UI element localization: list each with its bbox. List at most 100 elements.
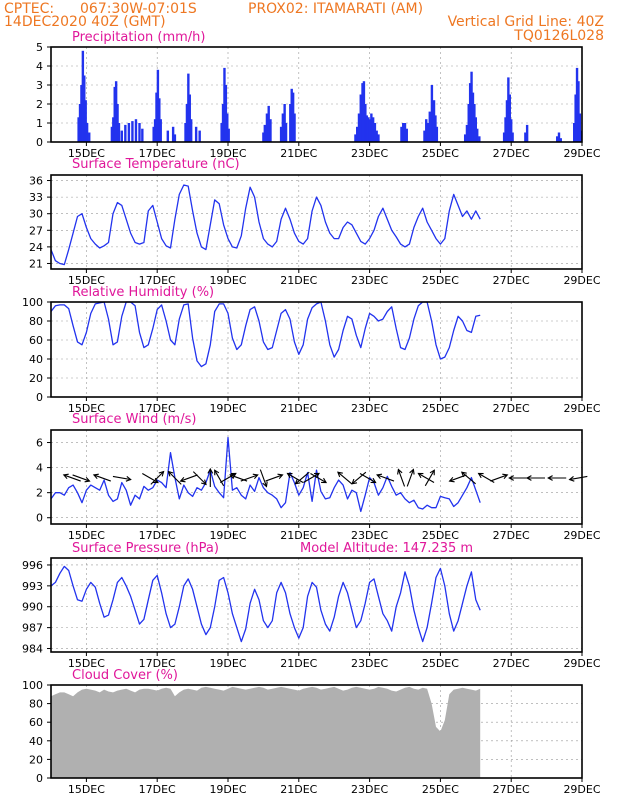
precip-bar xyxy=(155,92,158,142)
precip-bar xyxy=(574,94,577,142)
precip-bar xyxy=(188,94,191,142)
precip-bar xyxy=(502,132,506,142)
precip-bar xyxy=(223,67,226,142)
precip-bar xyxy=(511,132,514,142)
temp-xtick-label: 19DEC xyxy=(209,274,246,287)
precip-bar xyxy=(221,104,225,142)
wind-arrow xyxy=(477,472,495,483)
precip-bar xyxy=(377,134,380,142)
cloud-ytick-label: 0 xyxy=(36,772,43,785)
precip-bar xyxy=(426,123,430,142)
rh-ytick-label: 40 xyxy=(29,353,43,366)
wind-arrow xyxy=(112,475,132,482)
precip-bar xyxy=(434,115,437,142)
wind-xtick-label: 23DEC xyxy=(351,529,388,542)
wind-arrow xyxy=(376,473,395,482)
precip-bar xyxy=(362,81,366,142)
wind-arrow xyxy=(167,470,182,485)
wind-arrow-shaft xyxy=(180,474,198,482)
rh-frame xyxy=(50,301,583,398)
wind-arrow xyxy=(294,471,310,485)
wind-arrow xyxy=(448,474,467,483)
wind-ytick-label: 0 xyxy=(36,512,43,525)
wind-arrow-shaft xyxy=(351,471,367,485)
temp-ytick-label: 27 xyxy=(29,224,43,237)
wind-xtick-label: 25DEC xyxy=(422,529,459,542)
precip-bar xyxy=(356,126,359,142)
precip-bar xyxy=(432,100,436,142)
precip-bar xyxy=(78,104,82,142)
rh-xtick-label: 29DEC xyxy=(563,402,600,415)
wind-xtick-label: 27DEC xyxy=(493,529,530,542)
wind-arrow-head xyxy=(351,478,358,485)
header-source: CPTEC: xyxy=(4,1,54,17)
precip-bar xyxy=(476,128,479,142)
precip-ytick-label: 3 xyxy=(36,79,43,92)
wind-arrow-head xyxy=(313,472,320,479)
rh-ytick-label: 100 xyxy=(22,296,43,309)
precip-xtick-label: 21DEC xyxy=(280,147,317,160)
wind-arrow xyxy=(265,473,284,482)
wind-arrow-shaft xyxy=(376,474,395,482)
precip-bar xyxy=(117,123,121,142)
wind-arrow xyxy=(179,474,198,483)
wind-arrow-head xyxy=(201,479,207,486)
rh-ytick-label: 0 xyxy=(36,391,43,404)
precip-bar xyxy=(138,123,141,142)
wind-arrow xyxy=(62,473,81,482)
cloud-xtick-label: 23DEC xyxy=(351,783,388,796)
press-ytick-label: 996 xyxy=(22,559,43,572)
wind-arrow-shaft xyxy=(418,473,435,483)
wind-arrow-head xyxy=(252,473,259,480)
wind-arrow-shaft xyxy=(72,474,90,482)
wind-arrow-head xyxy=(397,468,403,475)
precip-bar xyxy=(265,113,269,142)
precip-bar xyxy=(373,123,377,142)
precip-bar xyxy=(557,132,561,142)
wind-arrow xyxy=(417,472,435,483)
precip-bar xyxy=(159,119,162,142)
wind-arrow xyxy=(508,475,528,481)
precip-bar xyxy=(474,117,477,142)
precip-bar xyxy=(556,136,559,142)
temp-xtick-label: 17DEC xyxy=(139,274,176,287)
wind-arrow-shaft xyxy=(150,471,164,485)
temp-xtick-label: 29DEC xyxy=(563,274,600,287)
wind-arrow-shaft xyxy=(303,473,320,483)
wind-arrow xyxy=(192,471,207,486)
wind-arrow-head xyxy=(409,468,415,475)
precip-bar xyxy=(173,134,177,142)
precip-bar xyxy=(524,132,527,142)
header-grid-line: Vertical Grid Line: 40Z xyxy=(448,14,604,30)
press-xtick-label: 17DEC xyxy=(139,657,176,670)
precip-bar xyxy=(198,130,201,142)
wind-arrow-head xyxy=(158,470,165,477)
wind-arrow-head xyxy=(547,475,553,481)
wind-arrow-shaft xyxy=(461,471,476,485)
precip-bar xyxy=(291,92,295,142)
wind-arrow-head xyxy=(376,473,383,480)
wind-ytick-label: 2 xyxy=(36,487,43,500)
press-xtick-label: 15DEC xyxy=(68,657,105,670)
precip-bar xyxy=(365,115,368,142)
wind-xtick-label: 21DEC xyxy=(280,529,317,542)
header-date: 14DEC2020 40Z (GMT) xyxy=(4,14,166,30)
wind-arrow-head xyxy=(125,475,132,482)
precip-ytick-label: 2 xyxy=(36,98,43,111)
cloud-xtick-label: 17DEC xyxy=(139,783,176,796)
temp-frame xyxy=(50,174,583,270)
precip-bar xyxy=(189,119,193,142)
precip-bar xyxy=(354,134,357,142)
wind-arrow xyxy=(286,472,304,483)
rh-ytick-label: 20 xyxy=(29,372,43,385)
precip-bar xyxy=(283,104,286,142)
press-xtick-label: 29DEC xyxy=(563,657,600,670)
wind-arrow xyxy=(397,468,406,487)
rh-line xyxy=(50,301,481,368)
temp-xtick-label: 21DEC xyxy=(280,274,317,287)
precip-bar xyxy=(505,100,509,142)
precip-bar xyxy=(525,124,529,142)
wind-arrow xyxy=(547,475,567,481)
press-ytick-label: 993 xyxy=(22,580,43,593)
press-frame xyxy=(50,557,583,653)
